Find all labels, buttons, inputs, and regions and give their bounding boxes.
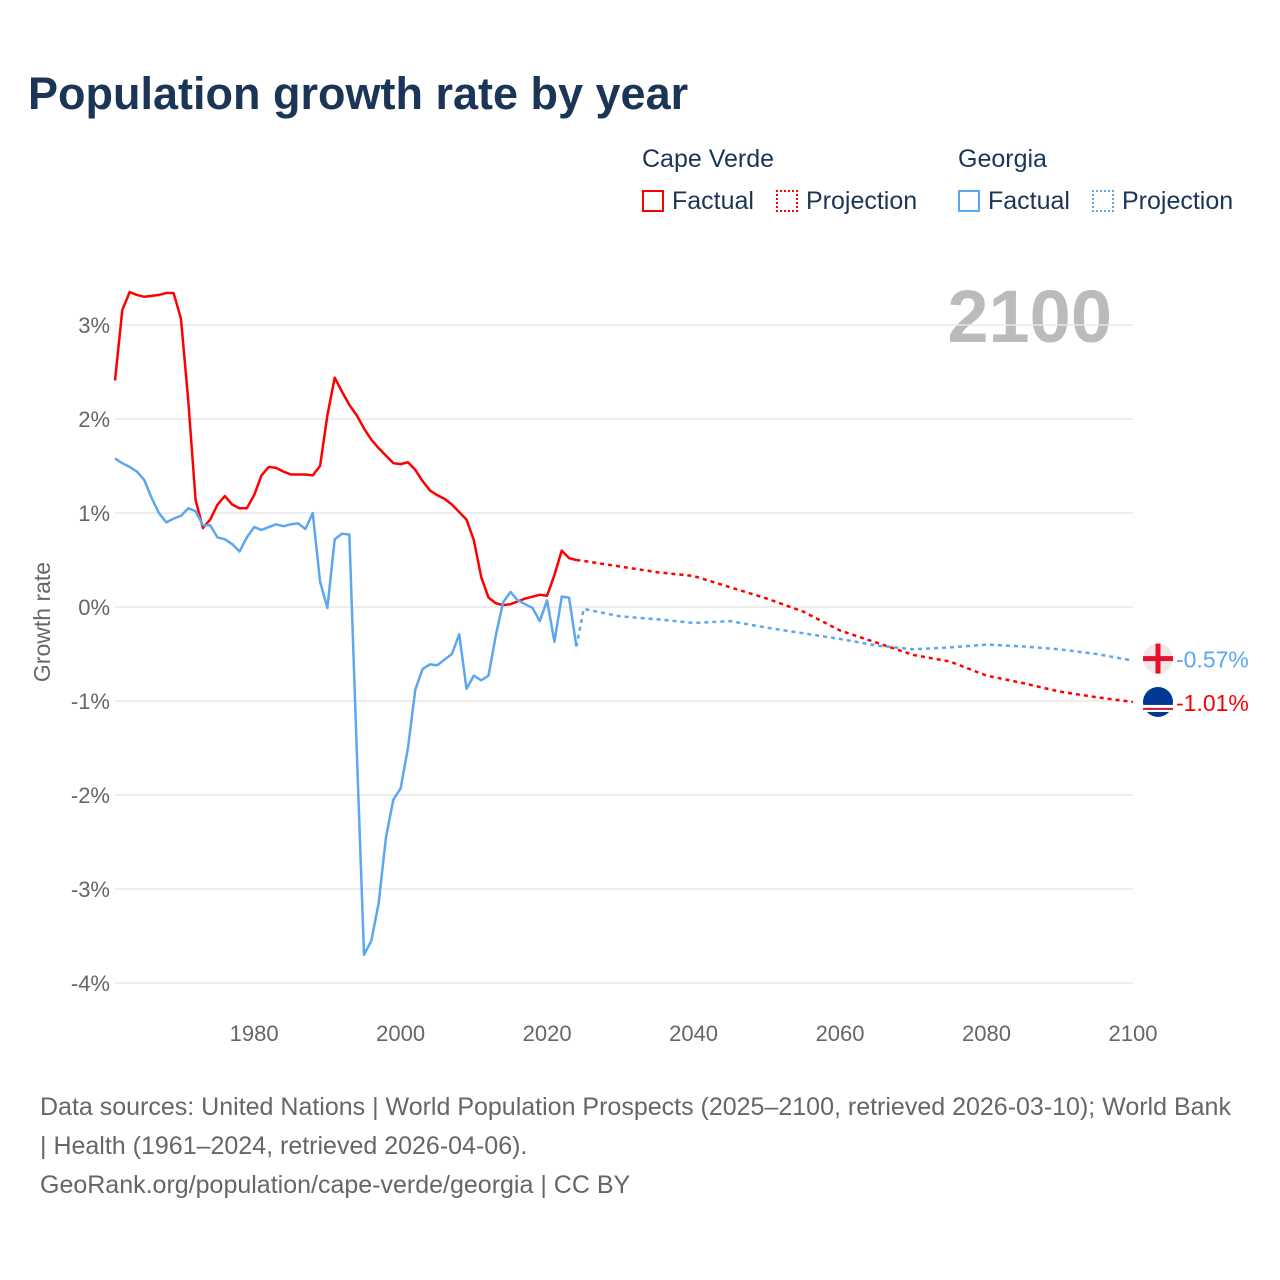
x-tick-label: 2060 — [816, 1021, 865, 1046]
legend-ge-projection[interactable]: Projection — [1092, 187, 1233, 216]
legend-cv-factual[interactable]: Factual — [642, 187, 754, 216]
source-note: Data sources: United Nations | World Pop… — [40, 1088, 1240, 1205]
legend-group-georgia: Georgia — [958, 145, 1047, 173]
legend-label: Factual — [672, 187, 754, 215]
legend-swatch — [1092, 190, 1114, 212]
y-tick-label: 0% — [78, 595, 110, 620]
y-tick-label: -3% — [71, 877, 110, 902]
legend-cv-projection[interactable]: Projection — [776, 187, 917, 216]
series-line-projection-georgia — [575, 607, 1134, 662]
legend-label: Factual — [988, 187, 1070, 215]
y-tick-label: 3% — [78, 313, 110, 338]
legend-swatch — [642, 190, 664, 212]
x-tick-label: 2100 — [1109, 1021, 1158, 1046]
source-url[interactable]: GeoRank.org/population/cape-verde/georgi… — [40, 1171, 631, 1199]
source-line: Data sources: United Nations | World Pop… — [40, 1093, 1231, 1160]
series-line-factual-cape-verde — [113, 290, 577, 607]
year-label: 2100 — [947, 275, 1112, 358]
y-tick-label: -1% — [71, 689, 110, 714]
x-tick-label: 2020 — [523, 1021, 572, 1046]
x-tick-label: 2040 — [669, 1021, 718, 1046]
y-axis-label: Growth rate — [29, 562, 55, 682]
legend-label: Projection — [806, 187, 918, 215]
y-tick-label: 2% — [78, 407, 110, 432]
y-tick-label: 1% — [78, 501, 110, 526]
chart-title: Population growth rate by year — [28, 68, 689, 119]
legend-ge-factual[interactable]: Factual — [958, 187, 1070, 216]
series-line-factual-georgia — [114, 457, 578, 957]
end-value-label: -1.01% — [1176, 690, 1249, 716]
x-tick-label: 2000 — [376, 1021, 425, 1046]
y-tick-label: -2% — [71, 783, 110, 808]
georgia-flag-icon — [1143, 643, 1173, 674]
legend-swatch — [958, 190, 980, 212]
x-tick-label: 2080 — [962, 1021, 1011, 1046]
x-tick-label: 1980 — [230, 1021, 279, 1046]
series-line-projection-cape-verde — [576, 558, 1134, 704]
legend-label: Projection — [1122, 187, 1234, 215]
end-value-label: -0.57% — [1176, 647, 1249, 673]
y-tick-label: -4% — [71, 971, 110, 996]
cape-verde-flag-icon — [1143, 686, 1173, 717]
legend-swatch — [776, 190, 798, 212]
legend-group-cape-verde: Cape Verde — [642, 145, 775, 173]
